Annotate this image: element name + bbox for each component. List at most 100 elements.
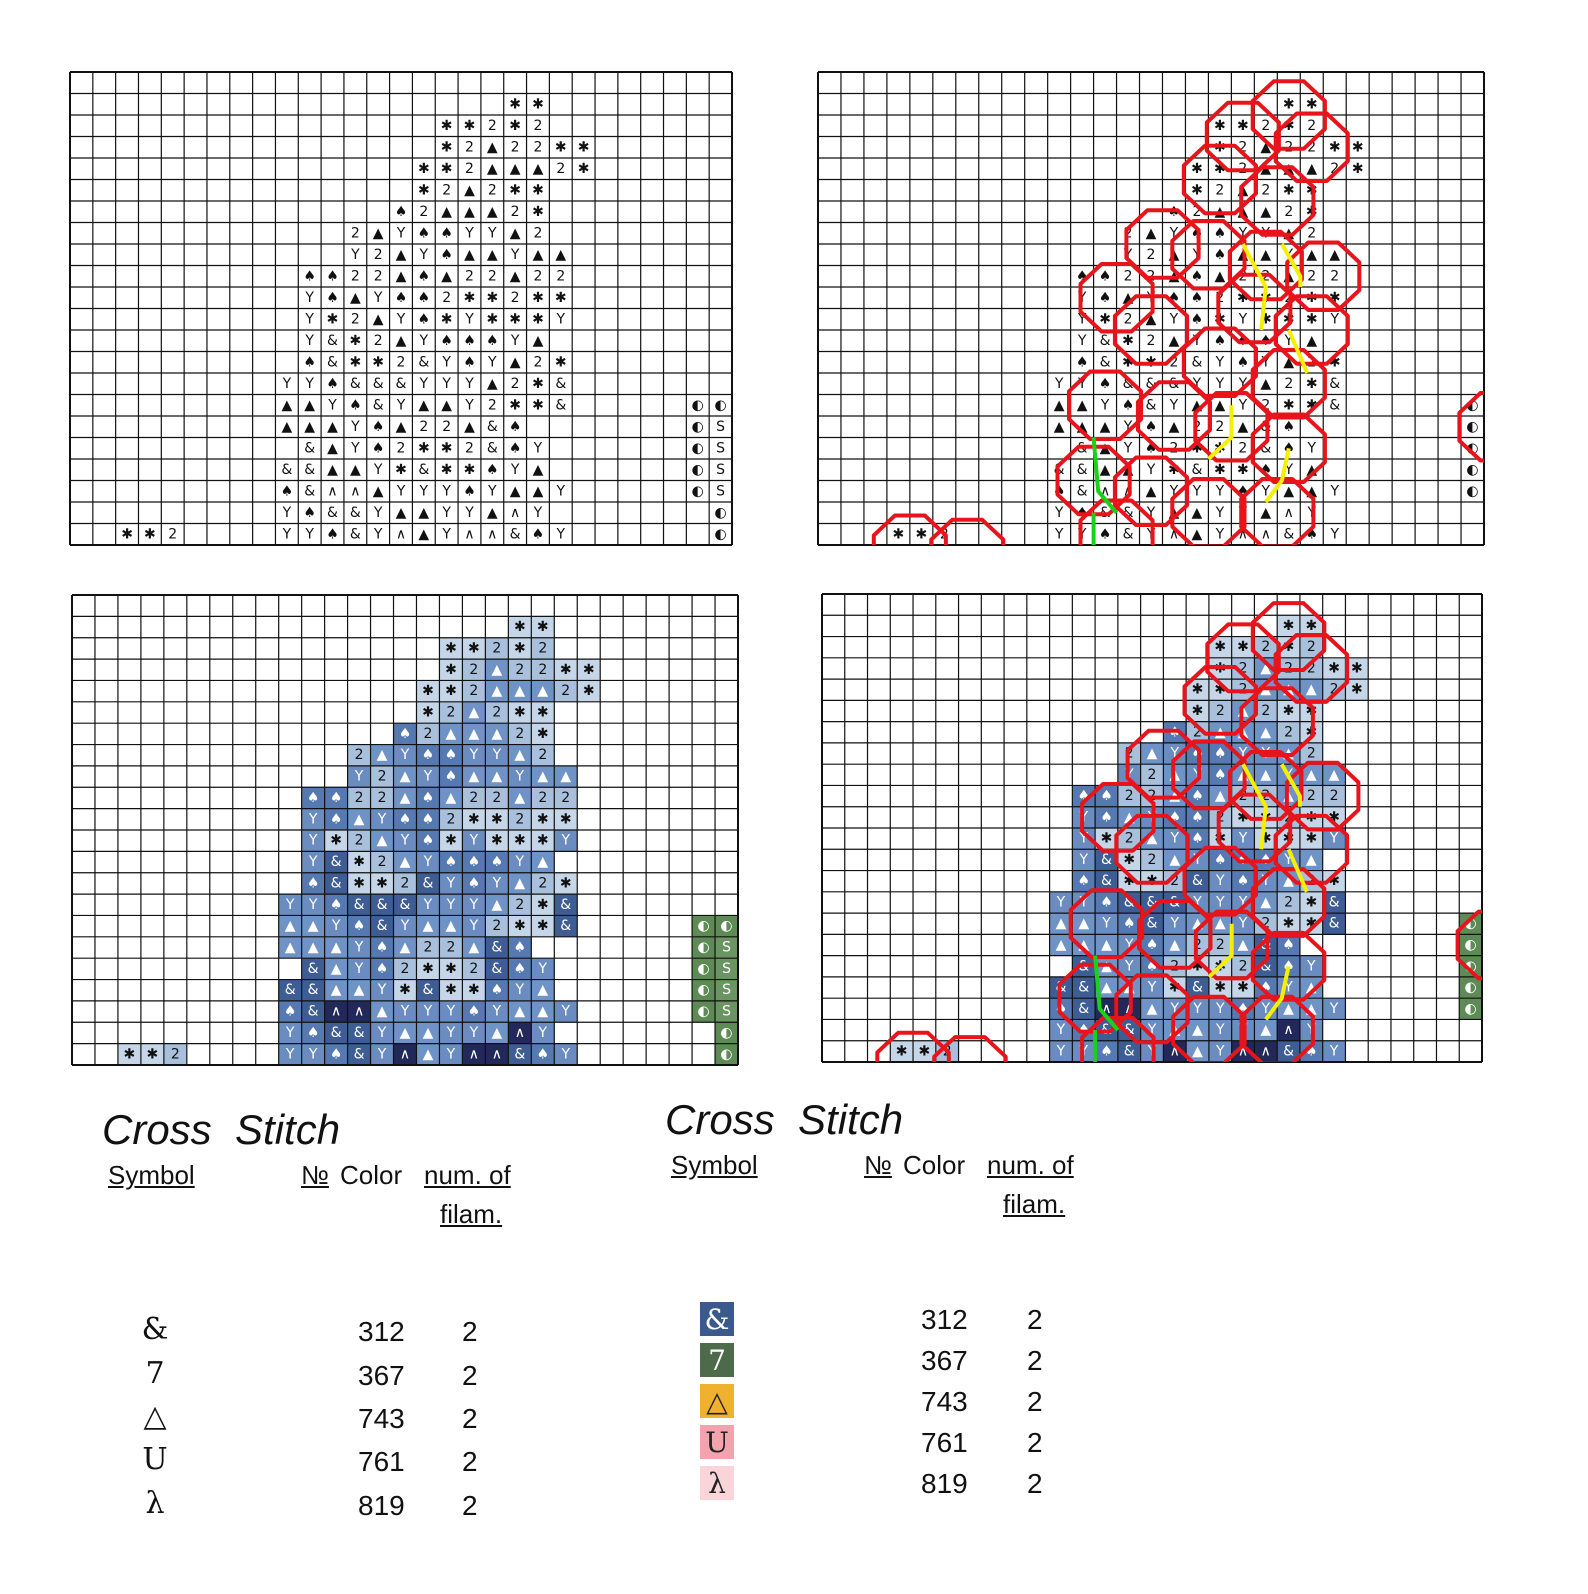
stitch-symbol: ♠	[468, 854, 481, 870]
stitch-symbol: ♠	[307, 875, 320, 891]
stitch-symbol: ♠	[468, 875, 481, 891]
stitch-symbol: &	[1124, 894, 1135, 910]
stitch-symbol: ✱	[532, 96, 544, 112]
stitch-symbol: ✱	[1306, 96, 1318, 112]
stitch-symbol: ▲	[510, 268, 521, 284]
stitch-cell	[1208, 870, 1232, 892]
stitch-cell	[324, 1022, 348, 1044]
stitch-symbol: ▲	[1054, 397, 1065, 413]
stitch-symbol: ✱	[1192, 703, 1204, 719]
stitch-cell	[347, 1000, 371, 1023]
stitch-symbol: ▲	[1192, 916, 1203, 932]
stitch-cell	[1140, 955, 1164, 977]
stitch-symbol: ▲	[533, 483, 544, 499]
stitch-symbol: 2	[397, 354, 406, 370]
stitch-symbol: ✱	[1283, 118, 1295, 134]
stitch-symbol: ✱	[464, 118, 476, 134]
stitch-symbol: ✱	[1214, 462, 1226, 478]
stitch-cell	[439, 1000, 463, 1023]
stitch-cell	[462, 744, 486, 766]
stitch-symbol: Y	[1261, 873, 1271, 889]
color-number: 743	[358, 1403, 405, 1434]
stitch-cell	[1117, 1040, 1141, 1062]
stitch-symbol: ✱	[1306, 376, 1318, 392]
stitch-cell	[1322, 870, 1346, 892]
stitch-symbol: S	[716, 419, 725, 435]
stitch-cell	[1208, 1019, 1232, 1041]
stitch-symbol: 2	[1261, 916, 1270, 932]
stitch-symbol: ∧	[1101, 1001, 1111, 1017]
filament-count: 2	[1027, 1427, 1043, 1458]
stitch-symbol: Y	[469, 1025, 479, 1041]
stitch-symbol: ▲	[1215, 397, 1226, 413]
stitch-symbol: 2	[1148, 852, 1157, 868]
stitch-symbol: ▲	[400, 854, 411, 870]
stitch-symbol: ♠	[418, 268, 431, 284]
stitch-symbol: ✱	[1329, 354, 1341, 370]
stitch-symbol: 2	[1193, 724, 1202, 740]
stitch-symbol: ♠	[1191, 290, 1204, 306]
stitch-symbol: Y	[441, 354, 451, 370]
stitch-cell	[1277, 955, 1300, 977]
stitch-symbol: &	[423, 982, 434, 998]
stitch-cell	[462, 659, 486, 681]
stitch-symbol: &	[1260, 440, 1271, 456]
stitch-symbol: ◐	[692, 419, 704, 435]
stitch-cell	[1163, 828, 1187, 850]
stitch-cell	[1163, 870, 1187, 892]
stitch-symbol: ✱	[1352, 161, 1364, 177]
stitch-symbol: Y	[1169, 916, 1179, 932]
stitch-symbol: ♠	[445, 854, 458, 870]
stitch-symbol: ✱	[919, 1043, 931, 1059]
stitch-symbol: Y	[400, 747, 410, 763]
stitch-symbol: ▲	[400, 790, 411, 806]
stitch-symbol: ▲	[377, 747, 388, 763]
stitch-symbol: ✱	[486, 290, 498, 306]
stitch-cell	[1208, 849, 1232, 871]
stitch-cell	[278, 936, 302, 959]
stitch-cell	[1254, 913, 1278, 935]
backstitch-outline	[1171, 739, 1247, 811]
stitch-cell	[508, 765, 532, 788]
stitch-symbol: 2	[469, 790, 478, 806]
backstitch-outline	[932, 1035, 1008, 1062]
stitch-cell	[1095, 870, 1118, 892]
stitch-symbol: Y	[1078, 852, 1088, 868]
stitch-symbol: ◐	[720, 918, 732, 934]
stitch-symbol: ▲	[418, 505, 429, 521]
stitch-symbol: &	[1124, 1043, 1135, 1059]
stitch-symbol: ✱	[509, 397, 521, 413]
stitch-symbol: ▲	[487, 247, 498, 263]
stitch-cell	[439, 958, 463, 980]
stitch-cell	[485, 808, 509, 830]
backstitch-outline	[1171, 994, 1247, 1062]
stitch-symbol: &	[560, 918, 571, 934]
stitch-cell	[462, 765, 486, 788]
stitch-symbol: Y	[464, 505, 474, 521]
stitch-symbol: ▲	[1238, 937, 1249, 953]
stitch-symbol: ▲	[487, 376, 498, 392]
stitch-cell	[462, 1043, 486, 1065]
stitch-cell	[1277, 721, 1300, 743]
stitch-cell	[1231, 934, 1255, 956]
stitch-symbol: ♠	[330, 897, 343, 913]
stitch-symbol: ▲	[1169, 419, 1180, 435]
stitch-symbol: Y	[446, 1004, 456, 1020]
stitch-symbol: Y	[492, 747, 502, 763]
stitch-symbol: Y	[419, 376, 429, 392]
stitch-symbol: ▲	[441, 397, 452, 413]
stitch-cell	[439, 637, 463, 660]
stitch-cell	[485, 872, 509, 895]
stitch-cell	[462, 680, 486, 702]
stitch-symbol: Y	[1238, 225, 1248, 241]
stitch-symbol: 2	[511, 290, 520, 306]
stitch-symbol: &	[1146, 397, 1157, 413]
stitch-symbol: ♠	[399, 726, 412, 742]
stitch-symbol: ∧	[1169, 526, 1179, 542]
stitch-symbol: ✱	[583, 662, 595, 678]
stitch-symbol: Y	[354, 769, 364, 785]
stitch-symbol: ▲	[400, 769, 411, 785]
stitch-cell	[370, 872, 394, 895]
backstitch-line	[1279, 763, 1302, 807]
stitch-symbol: Y	[1169, 746, 1179, 762]
